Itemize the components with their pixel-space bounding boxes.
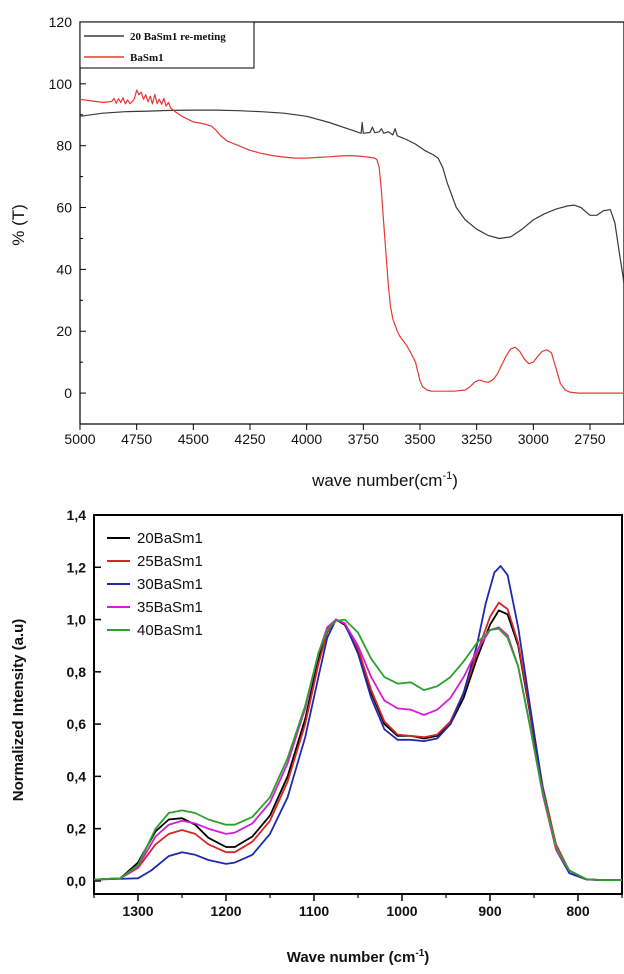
y-tick-label: 1,0 <box>67 612 87 628</box>
y-tick-label: 80 <box>56 138 72 154</box>
x-tick-labels-top: 5000 4750 4500 4250 4000 3750 3500 3250 3000 2750 <box>64 431 605 447</box>
legend-label-2: BaSm1 <box>130 52 164 64</box>
x-tick-label: 800 <box>566 903 590 919</box>
x-axis-label-bottom-main: Wave number (cm <box>287 949 416 966</box>
series-line-basm1 <box>80 89 624 394</box>
y-tick-label: 0,2 <box>67 821 87 837</box>
x-axis-label-top-end: ) <box>452 471 458 490</box>
series-line-35basm1 <box>94 618 622 881</box>
series-lines-top <box>80 89 624 394</box>
x-tick-label: 4000 <box>291 431 322 447</box>
y-tick-label: 0,6 <box>67 716 87 732</box>
legend-top: 20 BaSm1 re-meting BaSm1 <box>79 21 255 69</box>
y-tick-label: 20 <box>56 323 72 339</box>
x-axis-label-top-main: wave number(cm <box>311 471 442 490</box>
series-line-30basm1 <box>94 565 622 881</box>
y-tick-label: 0,4 <box>67 768 87 784</box>
x-tick-label: 2750 <box>574 431 605 447</box>
x-tick-label: 4500 <box>178 431 209 447</box>
legend-bottom: 20BaSm1 25BaSm1 30BaSm1 35BaSm1 40BaSm1 <box>107 530 203 639</box>
y-tick-label: 1,2 <box>67 559 87 575</box>
chart-bottom: 0,0 0,2 0,4 0,6 0,8 1,0 1,2 1,4 1300 1200 1100 100… <box>10 507 623 966</box>
y-tick-label: 60 <box>56 200 72 216</box>
legend-label-25basm1: 25BaSm1 <box>137 553 203 570</box>
y-tick-label: 40 <box>56 261 72 277</box>
x-tick-label: 3500 <box>404 431 435 447</box>
y-tick-label: 100 <box>49 76 73 92</box>
y-tick-marks-bottom <box>93 514 623 901</box>
series-lines-bottom <box>94 565 622 881</box>
x-tick-label: 1100 <box>299 903 330 919</box>
legend-label-20basm1: 20BaSm1 <box>137 530 203 547</box>
x-tick-label: 4750 <box>121 431 152 447</box>
x-tick-label: 3000 <box>518 431 549 447</box>
y-tick-label: 0,0 <box>67 873 87 889</box>
series-line-20-basm1-re-meting <box>80 109 624 285</box>
y-tick-label: 0 <box>64 385 72 401</box>
x-tick-label: 3250 <box>461 431 492 447</box>
legend-box-top <box>79 21 255 69</box>
x-axis-label-top-sup: -1 <box>442 470 452 482</box>
y-axis-label-bottom: Normalized Intensity (a.u) <box>10 619 27 802</box>
y-tick-labels-top: 0 20 40 60 80 100 120 <box>49 14 73 401</box>
y-tick-marks-top <box>79 21 591 430</box>
y-tick-label: 0,8 <box>67 664 87 680</box>
plot-frame-top <box>79 21 624 425</box>
x-tick-label: 5000 <box>64 431 95 447</box>
y-axis-label-top: % (T) <box>9 204 28 246</box>
y-tick-label: 1,4 <box>67 507 87 523</box>
series-line-40basm1 <box>94 618 622 881</box>
x-tick-label: 4250 <box>234 431 265 447</box>
x-tick-labels-bottom: 1300 1200 1100 1000 900 800 <box>122 903 589 919</box>
y-tick-label: 120 <box>49 14 73 30</box>
legend-label-40basm1: 40BaSm1 <box>137 622 203 639</box>
x-tick-label: 1300 <box>122 903 153 919</box>
x-tick-label: 1000 <box>386 903 417 919</box>
y-tick-labels-bottom: 0,0 0,2 0,4 0,6 0,8 1,0 1,2 1,4 <box>67 507 87 889</box>
legend-label-1: 20 BaSm1 re-meting <box>130 31 226 43</box>
chart-top: 0 20 40 60 80 100 120 5000 4750 4500 4250 4000 3750… <box>9 14 624 490</box>
x-tick-label: 900 <box>478 903 502 919</box>
legend-label-30basm1: 30BaSm1 <box>137 576 203 593</box>
x-axis-label-bottom-sup: -1 <box>415 948 424 959</box>
plot-frame-bottom <box>93 514 623 895</box>
x-tick-label: 3750 <box>348 431 379 447</box>
x-axis-label-bottom: Wave number (cm-1) <box>287 948 430 966</box>
x-axis-label-bottom-end: ) <box>424 949 429 966</box>
x-axis-label-top: wave number(cm-1) <box>311 470 458 490</box>
legend-label-35basm1: 35BaSm1 <box>137 599 203 616</box>
x-tick-label: 1200 <box>210 903 241 919</box>
series-line-25basm1 <box>94 601 622 881</box>
